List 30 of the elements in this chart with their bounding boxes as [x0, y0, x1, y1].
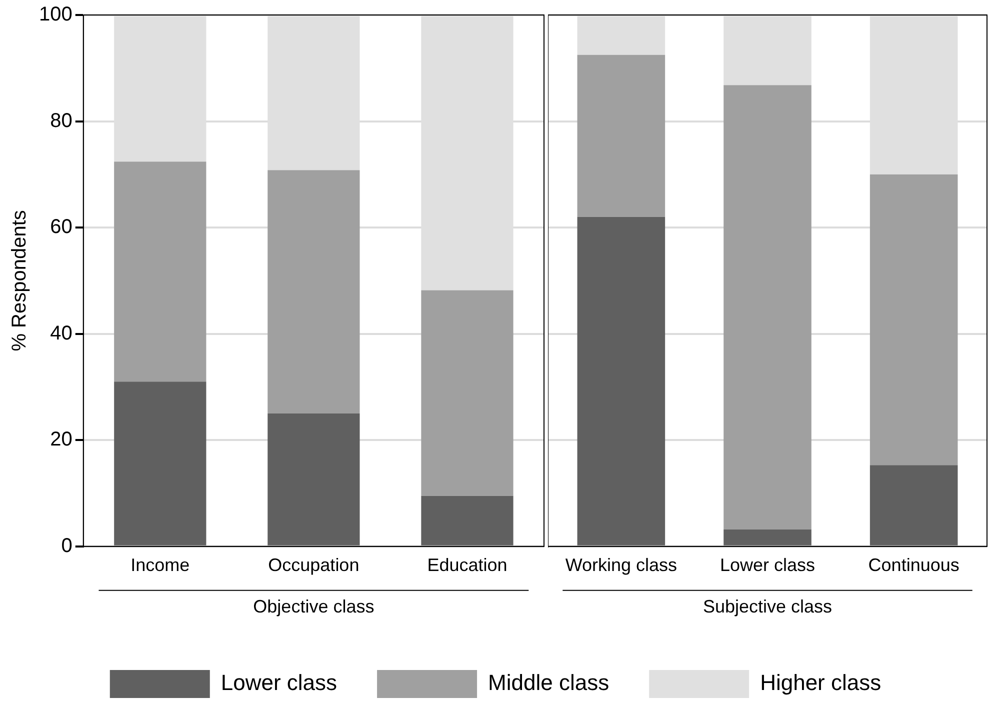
- y-tick-label: 40: [50, 322, 72, 344]
- bar: [870, 465, 958, 546]
- bar: [421, 290, 514, 496]
- bar: [268, 170, 360, 414]
- x-tick-label: Education: [427, 555, 508, 576]
- x-tick-label: Lower class: [720, 555, 816, 576]
- x-tick-label: Continuous: [868, 555, 960, 576]
- x-axis-title: Subjective class: [702, 596, 832, 616]
- bar: [268, 414, 360, 546]
- y-tick-label: 80: [50, 110, 72, 132]
- y-tick-label: 0: [61, 534, 72, 557]
- y-tick-label: 60: [50, 216, 72, 238]
- x-axis-title: Objective class: [253, 596, 374, 616]
- bar: [114, 162, 206, 382]
- x-tick-label: Working class: [565, 555, 678, 576]
- bar: [114, 382, 206, 546]
- legend-label: Higher class: [760, 670, 882, 696]
- legend-label: Lower class: [220, 670, 338, 696]
- legend-label: Middle class: [488, 670, 610, 696]
- y-tick-label: 100: [38, 4, 72, 26]
- y-axis-title: % Respondents: [8, 210, 31, 352]
- bar: [577, 216, 666, 546]
- bar: [724, 529, 812, 546]
- bar: [577, 54, 666, 217]
- bar: [870, 174, 958, 466]
- x-tick-label: Occupation: [268, 555, 360, 576]
- y-tick-label: 20: [50, 428, 72, 451]
- bar: [421, 496, 514, 546]
- bar: [724, 85, 812, 530]
- x-tick-label: Income: [130, 555, 190, 576]
